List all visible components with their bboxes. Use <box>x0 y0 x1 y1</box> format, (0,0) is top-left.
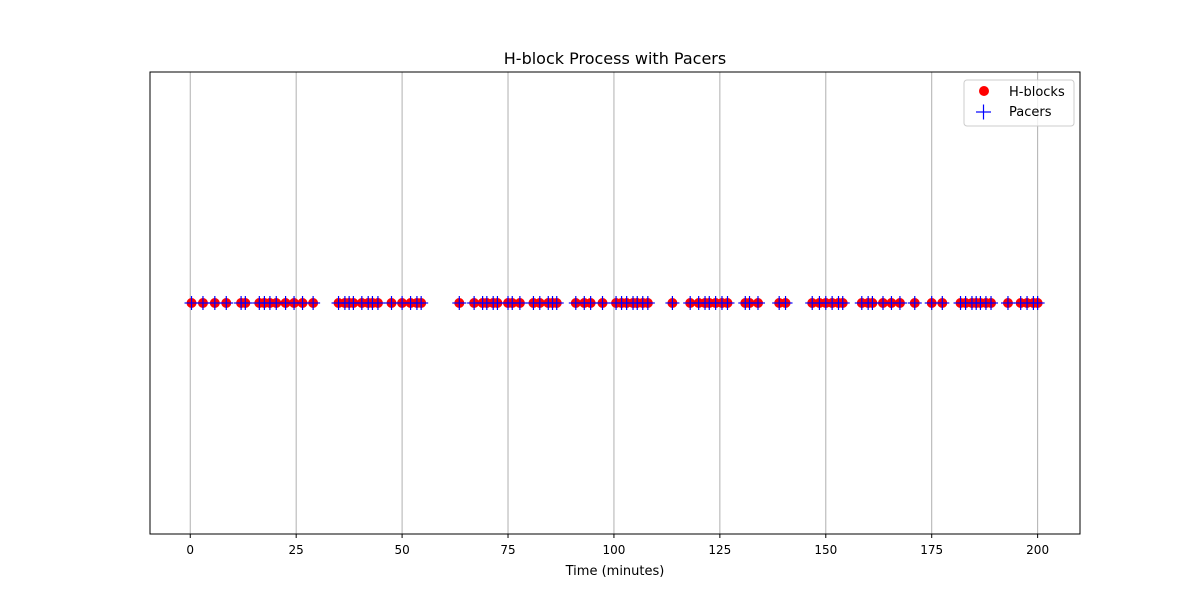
pacer-point <box>549 296 564 310</box>
pacer-point <box>512 296 527 310</box>
pacer-point <box>1030 296 1045 310</box>
legend-pacers-label: Pacers <box>1009 105 1052 120</box>
x-tick-label: 175 <box>920 543 943 557</box>
pacer-point <box>665 296 680 310</box>
x-tick-label: 100 <box>602 543 625 557</box>
legend: H-blocks Pacers <box>963 79 1075 127</box>
pacer-point <box>595 296 610 310</box>
pacer-point <box>984 296 999 310</box>
legend-pacers-marker <box>976 104 991 120</box>
pacer-point <box>1000 296 1015 310</box>
pacer-point <box>720 296 735 310</box>
legend-hblocks-marker <box>979 86 989 96</box>
x-tick-label: 25 <box>289 543 304 557</box>
pacer-point <box>935 296 950 310</box>
x-axis-label: Time (minutes) <box>565 564 665 579</box>
pacer-point <box>370 296 385 310</box>
x-tick-label: 0 <box>186 543 194 557</box>
chart-title: H-block Process with Pacers <box>504 49 726 68</box>
pacer-point <box>195 296 210 310</box>
pacer-point <box>778 296 793 310</box>
pacer-point <box>583 296 598 310</box>
pacer-point <box>414 296 429 310</box>
legend-hblocks-label: H-blocks <box>1009 85 1065 100</box>
pacer-point <box>219 296 234 310</box>
pacer-point <box>238 296 253 310</box>
pacer-point <box>452 296 467 310</box>
legend-box <box>963 79 1075 127</box>
pacer-point <box>306 296 321 310</box>
x-tick-label: 150 <box>814 543 837 557</box>
pacer-point <box>750 296 765 310</box>
x-tick-label: 75 <box>500 543 515 557</box>
data-marks <box>184 296 1045 310</box>
x-tick-label: 125 <box>708 543 731 557</box>
pacer-point <box>907 296 922 310</box>
x-axis-ticks: 0 25 50 75 100 125 150 175 200 <box>186 534 1049 557</box>
x-tick-label: 50 <box>394 543 409 557</box>
plot-frame <box>149 71 1081 535</box>
pacer-point <box>892 296 907 310</box>
x-tick-label: 200 <box>1026 543 1049 557</box>
pacer-point <box>835 296 850 310</box>
pacer-point <box>640 296 655 310</box>
